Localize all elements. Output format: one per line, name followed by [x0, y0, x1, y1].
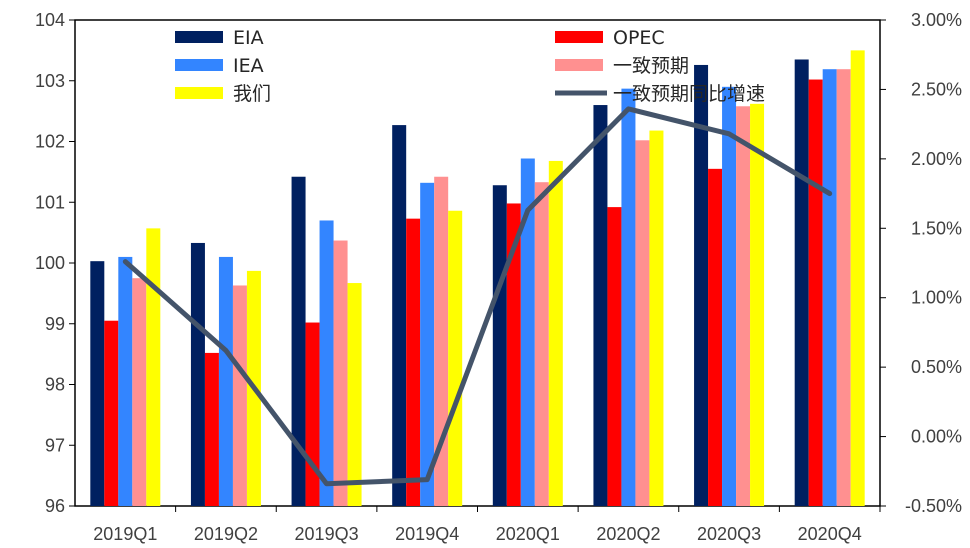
- bar-IEA-2019Q4: [420, 182, 435, 506]
- bar-OPEC-2019Q1: [104, 320, 119, 506]
- bar-EIA-2020Q3: [694, 64, 709, 506]
- bar-OPEC-2019Q3: [305, 322, 320, 506]
- bar-我们-2020Q1: [548, 160, 563, 506]
- bar-一致预期-2019Q4: [434, 176, 449, 507]
- x-tick-label: 2019Q4: [395, 524, 459, 544]
- bar-IEA-2019Q3: [319, 220, 334, 506]
- bar-IEA-2020Q4: [822, 69, 837, 507]
- legend-label-我们: 我们: [233, 83, 271, 105]
- y-left-tick-label: 99: [45, 314, 65, 334]
- y-left-tick-label: 102: [35, 132, 65, 152]
- y-left-tick-label: 97: [45, 435, 65, 455]
- bar-我们-2019Q4: [448, 210, 463, 506]
- y-right-tick-label: -0.50%: [905, 496, 962, 516]
- bar-OPEC-2019Q4: [406, 218, 421, 506]
- y-right-tick-label: 0.50%: [911, 357, 962, 377]
- bar-我们-2019Q3: [347, 283, 362, 506]
- y-left-tick-label: 98: [45, 375, 65, 395]
- bar-我们-2020Q2: [649, 130, 664, 506]
- legend-label-IEA: IEA: [233, 55, 264, 77]
- y-right-tick-label: 2.00%: [911, 149, 962, 169]
- legend-label-一致预期同比增速: 一致预期同比增速: [613, 83, 765, 105]
- y-right-tick-label: 2.50%: [911, 79, 962, 99]
- bar-一致预期-2020Q2: [635, 140, 650, 506]
- bar-IEA-2020Q2: [621, 88, 636, 507]
- legend-swatch-IEA: [175, 59, 223, 71]
- x-tick-label: 2019Q3: [295, 524, 359, 544]
- y-left-tick-label: 100: [35, 253, 65, 273]
- legend-swatch-我们: [175, 87, 223, 99]
- bar-OPEC-2020Q4: [808, 79, 823, 506]
- bar-OPEC-2020Q3: [708, 168, 723, 506]
- legend-label-OPEC: OPEC: [613, 27, 665, 49]
- bar-EIA-2019Q2: [190, 242, 205, 506]
- x-tick-label: 2020Q4: [798, 524, 862, 544]
- legend-label-EIA: EIA: [233, 27, 264, 49]
- legend-swatch-EIA: [175, 31, 223, 43]
- y-right-tick-label: 1.50%: [911, 218, 962, 238]
- bar-EIA-2019Q4: [392, 125, 407, 506]
- bar-EIA-2020Q1: [492, 185, 507, 507]
- legend-label-一致预期: 一致预期: [613, 55, 689, 77]
- bar-EIA-2019Q3: [291, 176, 306, 507]
- x-tick-label: 2019Q2: [194, 524, 258, 544]
- bar-一致预期-2020Q1: [534, 182, 549, 506]
- bar-一致预期-2019Q1: [132, 278, 147, 506]
- bar-一致预期-2019Q2: [232, 285, 247, 506]
- bar-IEA-2020Q1: [520, 158, 535, 506]
- bar-OPEC-2020Q2: [607, 207, 622, 507]
- bar-IEA-2019Q2: [218, 256, 233, 506]
- bar-我们-2020Q3: [750, 103, 765, 507]
- bar-IEA-2019Q1: [118, 256, 133, 506]
- bar-我们-2019Q1: [146, 228, 161, 506]
- bar-一致预期-2020Q4: [836, 69, 851, 507]
- x-tick-label: 2020Q1: [496, 524, 560, 544]
- bar-一致预期-2020Q3: [736, 106, 751, 506]
- y-right-tick-label: 0.00%: [911, 427, 962, 447]
- y-left-tick-label: 104: [35, 10, 65, 30]
- line-series-一致预期同比增速: [122, 106, 833, 487]
- bar-OPEC-2020Q1: [506, 203, 521, 506]
- bar-一致预期-2019Q3: [333, 240, 348, 506]
- x-tick-label: 2020Q3: [697, 524, 761, 544]
- legend-swatch-OPEC: [555, 31, 603, 43]
- bar-OPEC-2019Q2: [204, 352, 219, 506]
- x-tick-label: 2020Q2: [596, 524, 660, 544]
- y-left-tick-label: 103: [35, 71, 65, 91]
- y-right-tick-label: 1.00%: [911, 288, 962, 308]
- y-right-tick-label: 3.00%: [911, 10, 962, 30]
- bar-我们-2020Q4: [850, 50, 865, 506]
- x-tick-label: 2019Q1: [93, 524, 157, 544]
- bar-IEA-2020Q3: [722, 86, 737, 506]
- legend-swatch-一致预期: [555, 59, 603, 71]
- bar-EIA-2019Q1: [90, 261, 105, 506]
- bar-EIA-2020Q4: [794, 59, 809, 507]
- y-left-tick-label: 101: [35, 192, 65, 212]
- y-left-tick-label: 96: [45, 496, 65, 516]
- bar-EIA-2020Q2: [593, 105, 608, 507]
